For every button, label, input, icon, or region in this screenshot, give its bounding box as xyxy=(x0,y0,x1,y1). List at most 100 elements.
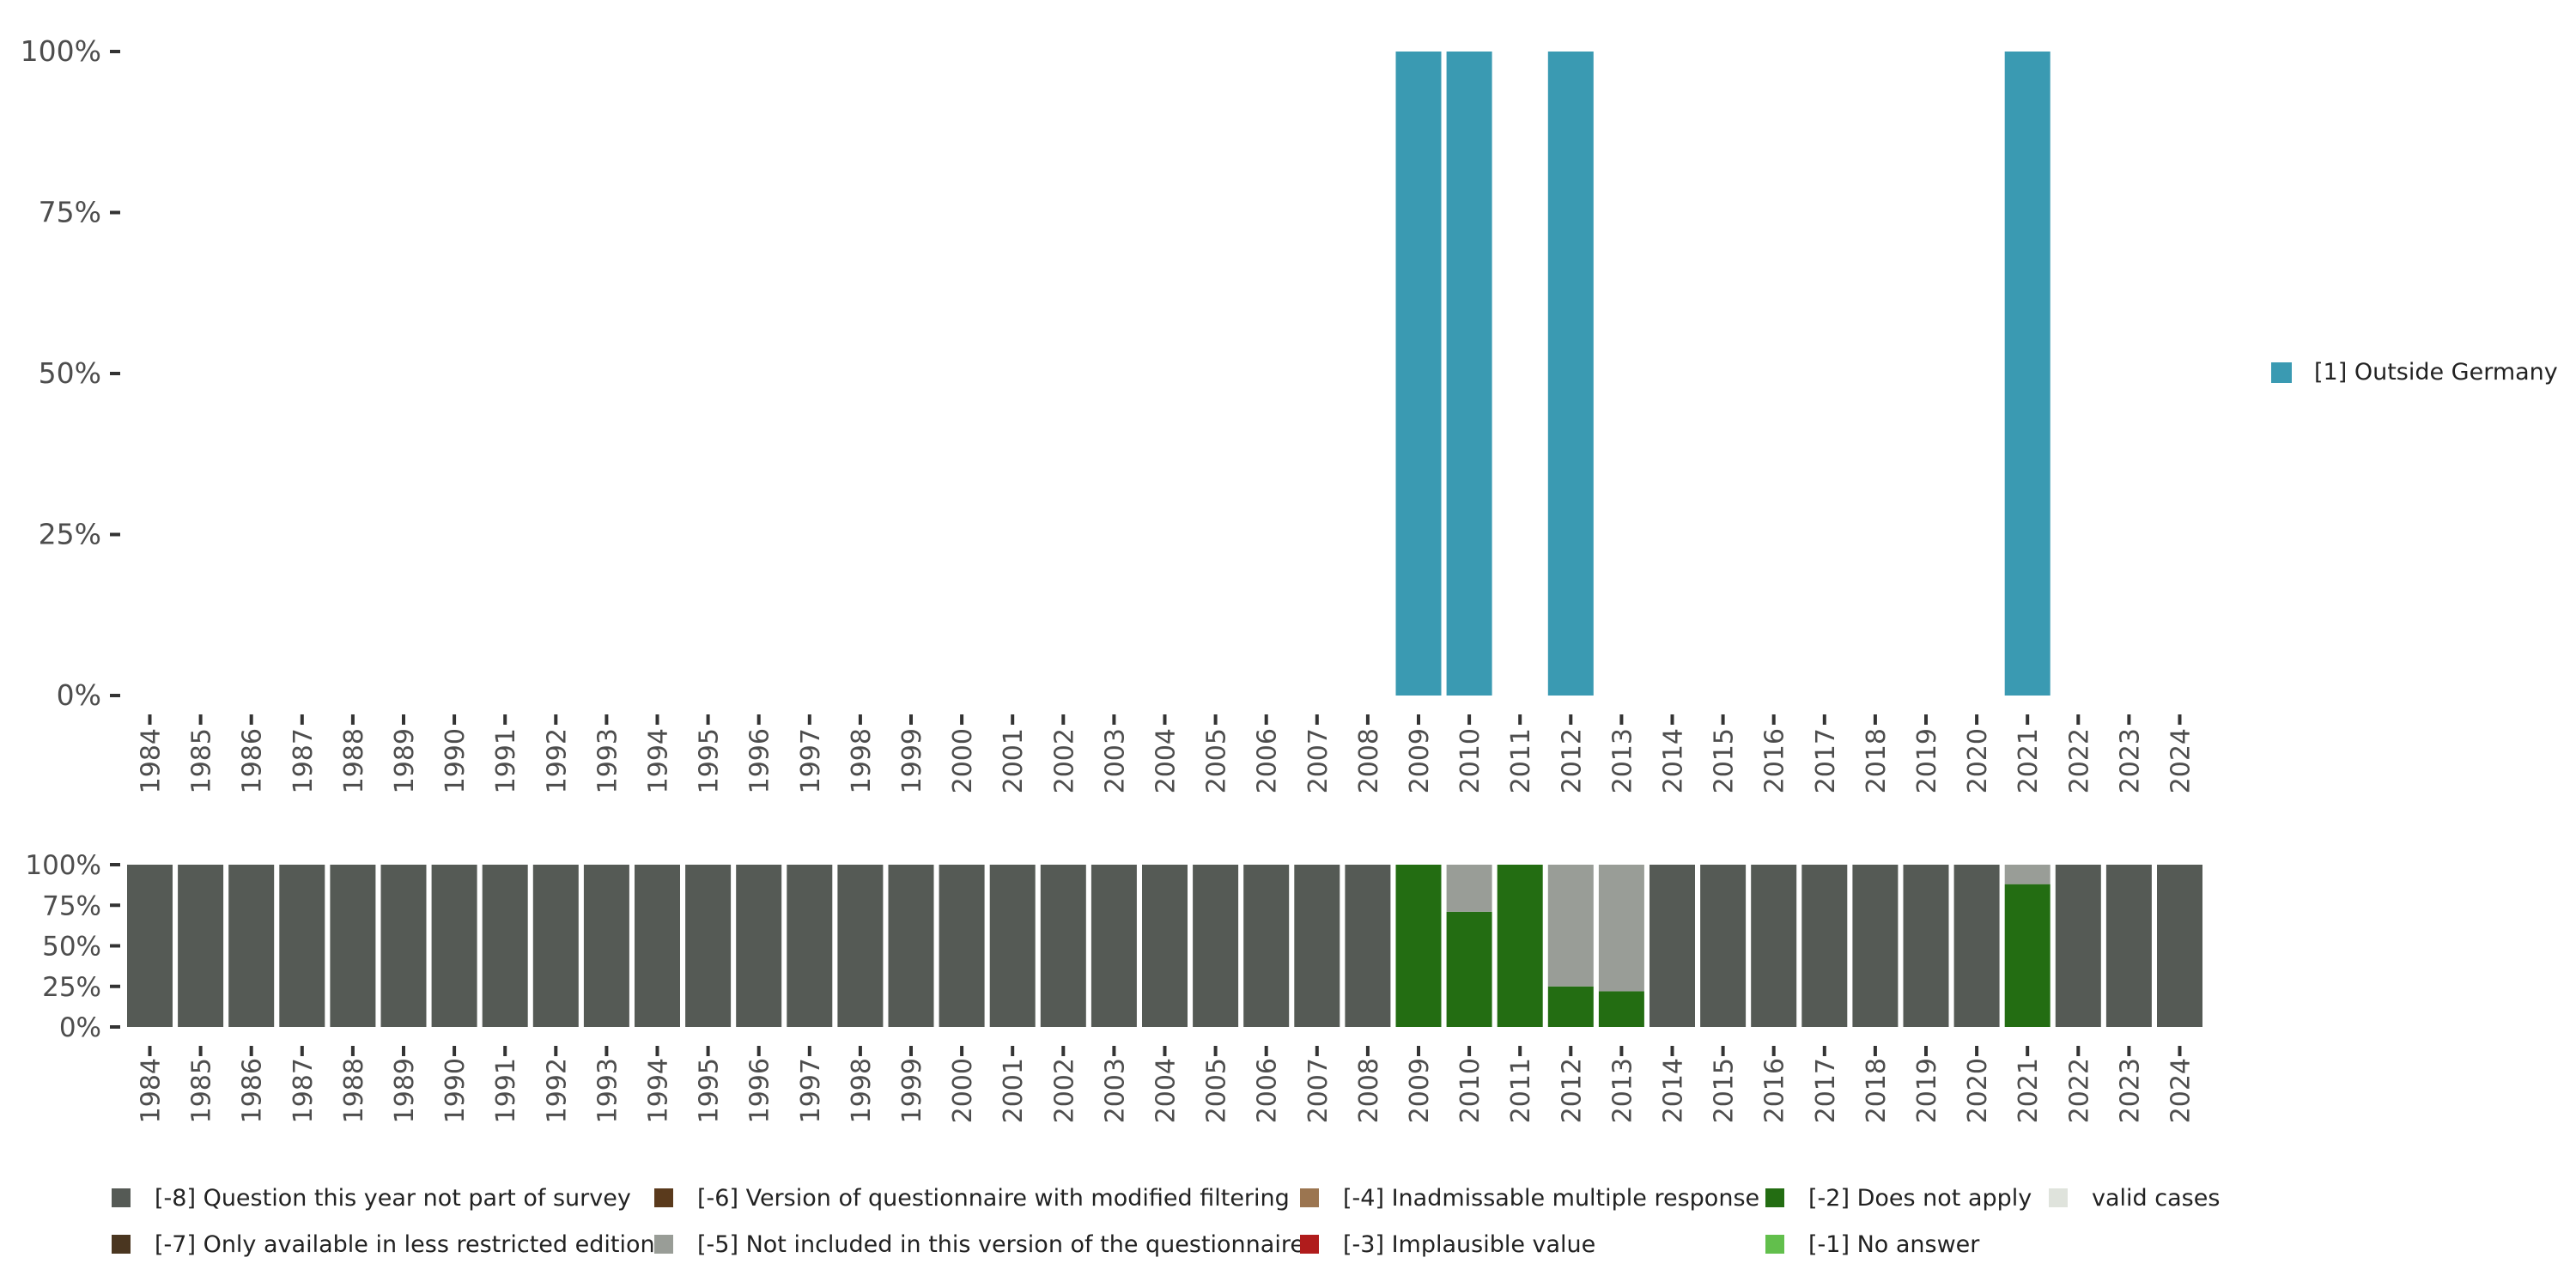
legend-swatch xyxy=(2049,1188,2068,1207)
legend-swatch xyxy=(1765,1235,1784,1254)
y-tick-label: 25% xyxy=(39,518,101,551)
stacked-bar-2023 xyxy=(2105,865,2152,1027)
x-tick-label: 1988 xyxy=(339,728,369,793)
x-tick-label: 1986 xyxy=(238,728,268,793)
x-tick-label: 2016 xyxy=(1760,728,1790,793)
x-tick-label: 2018 xyxy=(1862,1058,1892,1123)
stacked-bar-1986 xyxy=(228,865,275,1027)
legend-item-less-restricted: [-7] Only available in less restricted e… xyxy=(112,1230,655,1258)
x-tick-label: 2023 xyxy=(2115,1058,2145,1123)
x-tick-label: 1989 xyxy=(390,1058,420,1123)
x-tick-label: 1990 xyxy=(440,1058,471,1123)
x-tick-label: 2020 xyxy=(1963,1058,1993,1123)
stacked-bar-2006 xyxy=(1243,865,1290,1027)
stacked-bar-2020 xyxy=(1953,865,2000,1027)
x-tick-label: 1987 xyxy=(289,1058,319,1123)
y-tick-label: 100% xyxy=(21,34,101,68)
stacked-bar-1991 xyxy=(482,865,528,1027)
x-tick-label: 2015 xyxy=(1710,728,1740,793)
x-tick-label: 2019 xyxy=(1912,728,1942,793)
bar-2012 xyxy=(1547,52,1594,696)
x-tick-label: 2019 xyxy=(1912,1058,1942,1123)
x-tick-label: 2010 xyxy=(1455,1058,1485,1123)
x-tick-label: 1996 xyxy=(745,1058,775,1123)
stacked-bar-1992 xyxy=(532,865,579,1027)
x-tick-label: 2017 xyxy=(1811,1058,1841,1123)
x-tick-label: 2014 xyxy=(1659,728,1689,793)
legend-label: [-1] No answer xyxy=(1808,1230,1980,1258)
x-tick-label: 2020 xyxy=(1963,728,1993,793)
x-tick-label: 2022 xyxy=(2064,1058,2094,1123)
legend-label: [-6] Version of questionnaire with modif… xyxy=(697,1184,1290,1212)
bottom-chart-missing-values: 0% 25% 50% 75% 100% 1984 1985 1986 1987 1988 1989 1… xyxy=(25,850,2202,1123)
legend-swatch xyxy=(654,1235,673,1254)
legend-item-modified-filtering: [-6] Version of questionnaire with modif… xyxy=(654,1185,1300,1212)
stacked-bar-1995 xyxy=(685,865,732,1027)
legend-swatch xyxy=(654,1188,673,1207)
y-tick-label: 100% xyxy=(25,850,101,881)
x-tick-label: 1995 xyxy=(695,728,725,793)
x-tick-label: 2014 xyxy=(1659,1058,1689,1123)
x-tick-label: 2006 xyxy=(1253,728,1283,793)
x-tick-label: 1985 xyxy=(187,1058,217,1123)
stacked-bar-2009 xyxy=(1395,865,1442,1027)
x-tick-label: 1997 xyxy=(796,728,826,793)
x-tick-label: 1993 xyxy=(592,728,623,793)
legend-label: [-3] Implausible value xyxy=(1343,1230,1596,1258)
stacked-bar-2013 xyxy=(1598,865,1644,992)
stacked-bar-1998 xyxy=(837,865,884,1027)
legend-item-implausible: [-3] Implausible value xyxy=(1300,1231,1765,1258)
legend-label: [-7] Only available in less restricted e… xyxy=(155,1230,655,1258)
stacked-bar-2003 xyxy=(1091,865,1137,1027)
legend-swatch xyxy=(1300,1188,1319,1207)
x-tick-label: 2001 xyxy=(999,1058,1029,1123)
stacked-bar-2010 xyxy=(1446,911,1492,1027)
top-legend: [1] Outside Germany xyxy=(2271,359,2558,386)
x-tick-label: 1986 xyxy=(238,1058,268,1123)
stacked-bar-2019 xyxy=(1903,865,1949,1027)
y-tick-label: 0% xyxy=(57,678,101,712)
x-tick-label: 1997 xyxy=(796,1058,826,1123)
x-tick-label: 2022 xyxy=(2064,728,2094,793)
stacked-bar-2012 xyxy=(1547,865,1594,987)
y-tick-label: 25% xyxy=(42,972,101,1003)
x-tick-label: 2008 xyxy=(1354,728,1384,793)
stacked-bar-1984 xyxy=(127,865,173,1027)
legend-label: [-8] Question this year not part of surv… xyxy=(155,1184,631,1212)
x-tick-label: 2013 xyxy=(1607,728,1637,793)
bottom-legend: [-8] Question this year not part of surv… xyxy=(112,1175,2344,1267)
y-tick-label: 50% xyxy=(39,356,101,390)
legend-item-valid-cases: valid cases xyxy=(2049,1185,2220,1212)
legend-swatch xyxy=(1300,1235,1319,1254)
x-tick-label: 2016 xyxy=(1760,1058,1790,1123)
stacked-bar-2012 xyxy=(1547,986,1594,1027)
stacked-bar-1985 xyxy=(178,865,224,1027)
y-tick-label: 0% xyxy=(59,1012,101,1043)
legend-item-q-not-part: [-8] Question this year not part of surv… xyxy=(112,1185,654,1212)
x-tick-label: 2007 xyxy=(1303,728,1334,793)
stacked-bar-2021 xyxy=(2004,884,2050,1027)
x-tick-label: 2000 xyxy=(948,1058,978,1123)
bar-2009 xyxy=(1395,52,1442,696)
stacked-bar-1996 xyxy=(736,865,782,1027)
x-tick-label: 2005 xyxy=(1202,728,1232,793)
legend-swatch-outside-germany xyxy=(2271,361,2292,383)
stacked-bar-1989 xyxy=(380,865,427,1027)
x-tick-label: 2013 xyxy=(1607,1058,1637,1123)
legend-swatch xyxy=(112,1188,131,1207)
x-tick-label: 2007 xyxy=(1303,1058,1334,1123)
x-tick-label: 2010 xyxy=(1455,728,1485,793)
stacked-bar-2005 xyxy=(1193,865,1239,1027)
stacked-bar-1999 xyxy=(888,865,934,1027)
x-tick-label: 2004 xyxy=(1151,1058,1182,1123)
legend-label: [-5] Not included in this version of the… xyxy=(697,1230,1304,1258)
stacked-bar-2008 xyxy=(1345,865,1391,1027)
x-tick-label: 2024 xyxy=(2166,1058,2196,1123)
x-tick-label: 1992 xyxy=(542,1058,572,1123)
legend-item-does-not-apply: [-2] Does not apply xyxy=(1765,1185,2049,1212)
x-tick-label: 1990 xyxy=(440,728,471,793)
legend-row-2: [-7] Only available in less restricted e… xyxy=(112,1221,2344,1267)
legend-item-no-answer: [-1] No answer xyxy=(1765,1231,2049,1258)
x-tick-label: 2003 xyxy=(1100,1058,1130,1123)
